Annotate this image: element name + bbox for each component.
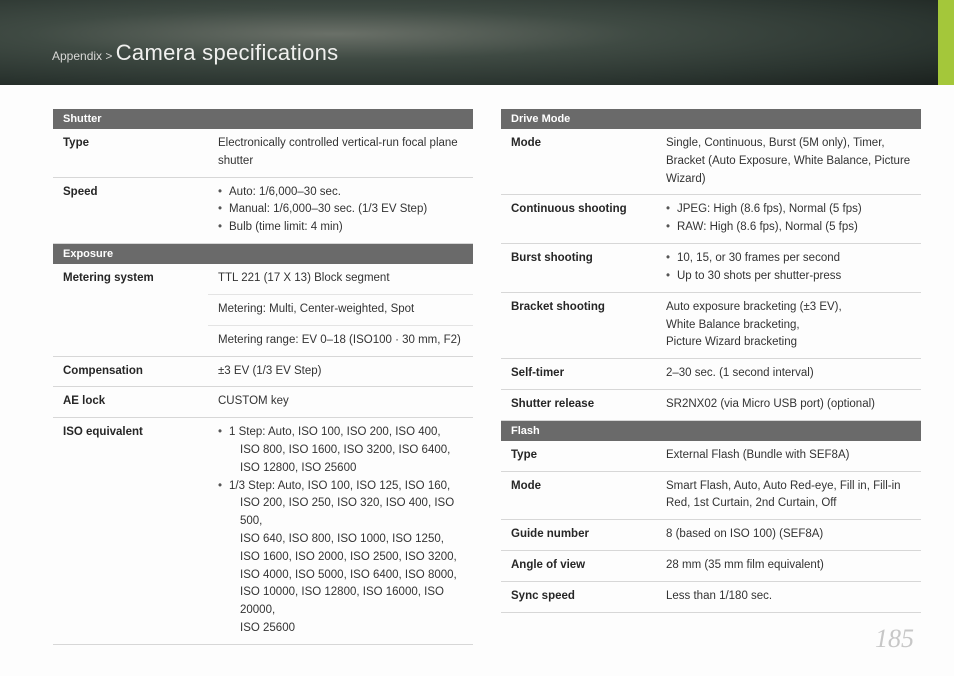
section-header: Exposure	[53, 244, 473, 264]
spec-label: Type	[53, 129, 208, 177]
table-row: SpeedAuto: 1/6,000–30 sec.Manual: 1/6,00…	[53, 177, 473, 243]
bullet-list: 1 Step: Auto, ISO 100, ISO 200, ISO 400,…	[218, 424, 463, 638]
spec-label: Speed	[53, 177, 208, 243]
spec-label: AE lock	[53, 387, 208, 418]
spec-value: SR2NX02 (via Micro USB port) (optional)	[656, 389, 921, 420]
bullet-list: JPEG: High (8.6 fps), Normal (5 fps)RAW:…	[666, 201, 911, 237]
spec-table: ModeSingle, Continuous, Burst (5M only),…	[501, 129, 921, 421]
spec-value: 28 mm (35 mm film equivalent)	[656, 551, 921, 582]
table-row: Sync speedLess than 1/180 sec.	[501, 581, 921, 612]
table-row: Metering systemTTL 221 (17 X 13) Block s…	[53, 264, 473, 294]
bullet-continuation: ISO 10000, ISO 12800, ISO 16000, ISO 200…	[229, 584, 463, 620]
spec-line: Auto exposure bracketing (±3 EV),	[666, 301, 842, 313]
bullet-item: Up to 30 shots per shutter-press	[666, 268, 911, 286]
spec-line: White Balance bracketing,	[666, 319, 800, 331]
spec-table: TypeExternal Flash (Bundle with SEF8A)Mo…	[501, 441, 921, 613]
bullet-continuation: ISO 640, ISO 800, ISO 1000, ISO 1250,	[229, 531, 463, 549]
breadcrumb: Appendix > Camera specifications	[52, 49, 338, 63]
spec-label: Metering system	[53, 264, 208, 356]
spec-line: Picture Wizard bracketing	[666, 336, 797, 348]
table-row: ISO equivalent1 Step: Auto, ISO 100, ISO…	[53, 418, 473, 645]
table-row: Shutter releaseSR2NX02 (via Micro USB po…	[501, 389, 921, 420]
spec-value: Metering: Multi, Center-weighted, Spot	[208, 294, 473, 325]
bullet-continuation: ISO 1600, ISO 2000, ISO 2500, ISO 3200,	[229, 549, 463, 567]
right-column: Drive ModeModeSingle, Continuous, Burst …	[501, 109, 921, 645]
left-column: ShutterTypeElectronically controlled ver…	[53, 109, 473, 645]
bullet-item: RAW: High (8.6 fps), Normal (5 fps)	[666, 219, 911, 237]
bullet-list: Auto: 1/6,000–30 sec.Manual: 1/6,000–30 …	[218, 184, 463, 237]
table-row: Guide number8 (based on ISO 100) (SEF8A)	[501, 520, 921, 551]
spec-value: 8 (based on ISO 100) (SEF8A)	[656, 520, 921, 551]
spec-label: Mode	[501, 471, 656, 520]
section-header: Flash	[501, 421, 921, 441]
spec-value: Auto: 1/6,000–30 sec.Manual: 1/6,000–30 …	[208, 177, 473, 243]
spec-table: Metering systemTTL 221 (17 X 13) Block s…	[53, 264, 473, 645]
table-row: Angle of view28 mm (35 mm film equivalen…	[501, 551, 921, 582]
spec-value: ±3 EV (1/3 EV Step)	[208, 356, 473, 387]
bullet-list: 10, 15, or 30 frames per secondUp to 30 …	[666, 250, 911, 286]
table-row: Burst shooting 10, 15, or 30 frames per s…	[501, 244, 921, 293]
bullet-item: Auto: 1/6,000–30 sec.	[218, 184, 463, 202]
bullet-item: 10, 15, or 30 frames per second	[666, 250, 911, 268]
table-row: Compensation±3 EV (1/3 EV Step)	[53, 356, 473, 387]
spec-label: ISO equivalent	[53, 418, 208, 645]
section-header: Shutter	[53, 109, 473, 129]
spec-value: External Flash (Bundle with SEF8A)	[656, 441, 921, 471]
table-row: Self-timer2–30 sec. (1 second interval)	[501, 359, 921, 390]
bullet-continuation: ISO 4000, ISO 5000, ISO 6400, ISO 8000,	[229, 567, 463, 585]
spec-value: Single, Continuous, Burst (5M only), Tim…	[656, 129, 921, 195]
page-number: 185	[875, 624, 914, 654]
bullet-item: Manual: 1/6,000–30 sec. (1/3 EV Step)	[218, 201, 463, 219]
spec-value: 2–30 sec. (1 second interval)	[656, 359, 921, 390]
table-row: ModeSingle, Continuous, Burst (5M only),…	[501, 129, 921, 195]
spec-label: Continuous shooting	[501, 195, 656, 244]
bullet-item: Bulb (time limit: 4 min)	[218, 219, 463, 237]
spec-value: JPEG: High (8.6 fps), Normal (5 fps)RAW:…	[656, 195, 921, 244]
spec-label: Compensation	[53, 356, 208, 387]
bullet-continuation: ISO 12800, ISO 25600	[229, 460, 463, 478]
spec-label: Angle of view	[501, 551, 656, 582]
spec-value: Smart Flash, Auto, Auto Red-eye, Fill in…	[656, 471, 921, 520]
table-row: Bracket shootingAuto exposure bracketing…	[501, 292, 921, 358]
table-row: ModeSmart Flash, Auto, Auto Red-eye, Fil…	[501, 471, 921, 520]
bullet-item: JPEG: High (8.6 fps), Normal (5 fps)	[666, 201, 911, 219]
bullet-item: 1/3 Step: Auto, ISO 100, ISO 125, ISO 16…	[218, 478, 463, 638]
bullet-continuation: ISO 800, ISO 1600, ISO 3200, ISO 6400,	[229, 442, 463, 460]
bullet-item: 1 Step: Auto, ISO 100, ISO 200, ISO 400,…	[218, 424, 463, 477]
spec-value: Less than 1/180 sec.	[656, 581, 921, 612]
spec-label: Type	[501, 441, 656, 471]
bullet-continuation: ISO 200, ISO 250, ISO 320, ISO 400, ISO …	[229, 495, 463, 531]
spec-label: Sync speed	[501, 581, 656, 612]
spec-value: 1 Step: Auto, ISO 100, ISO 200, ISO 400,…	[208, 418, 473, 645]
spec-value: Metering range: EV 0–18 (ISO100 · 30 mm,…	[208, 325, 473, 356]
spec-table: TypeElectronically controlled vertical-r…	[53, 129, 473, 244]
spec-label: Mode	[501, 129, 656, 195]
spec-label: Shutter release	[501, 389, 656, 420]
spec-value: Electronically controlled vertical-run f…	[208, 129, 473, 177]
spec-label: Burst shooting	[501, 244, 656, 293]
spec-label: Self-timer	[501, 359, 656, 390]
table-row: TypeExternal Flash (Bundle with SEF8A)	[501, 441, 921, 471]
spec-value: Auto exposure bracketing (±3 EV), White B…	[656, 292, 921, 358]
content-area: ShutterTypeElectronically controlled ver…	[0, 85, 954, 645]
spec-label: Guide number	[501, 520, 656, 551]
spec-value: 10, 15, or 30 frames per secondUp to 30 …	[656, 244, 921, 293]
spec-label: Bracket shooting	[501, 292, 656, 358]
table-row: AE lockCUSTOM key	[53, 387, 473, 418]
page-title: Camera specifications	[116, 40, 339, 65]
section-header: Drive Mode	[501, 109, 921, 129]
table-row: Continuous shooting JPEG: High (8.6 fps),…	[501, 195, 921, 244]
bullet-continuation: ISO 25600	[229, 620, 463, 638]
breadcrumb-prefix: Appendix >	[52, 49, 116, 63]
page-header: Appendix > Camera specifications	[0, 0, 954, 85]
table-row: TypeElectronically controlled vertical-r…	[53, 129, 473, 177]
spec-value: CUSTOM key	[208, 387, 473, 418]
spec-value: TTL 221 (17 X 13) Block segment	[208, 264, 473, 294]
